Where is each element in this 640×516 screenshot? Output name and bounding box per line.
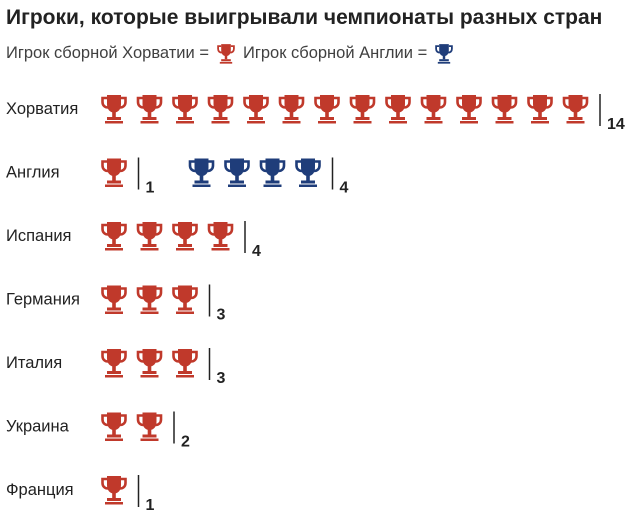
england-trophy-icon: [188, 158, 215, 187]
croatia-trophy-icon: [136, 222, 163, 251]
croatia-trophy-icon: [562, 95, 589, 124]
croatia-trophy-icon: [172, 222, 198, 251]
croatia-trophy-icon: [101, 95, 127, 124]
country-label: Германия: [6, 291, 80, 309]
croatia-trophy-icon: [349, 95, 376, 124]
croatia-trophy-icon: [136, 285, 163, 314]
country-label: Испания: [6, 227, 71, 245]
croatia-trophy-icon: [101, 222, 127, 251]
country-label: Хорватия: [6, 100, 78, 118]
croatia-trophy-icon: [101, 476, 127, 505]
trophy-icon: [435, 44, 454, 64]
croatia-total-label: 3: [217, 307, 226, 324]
country-label: Франция: [6, 481, 74, 499]
croatia-trophy-icon: [172, 349, 198, 378]
croatia-trophy-icon: [136, 95, 163, 124]
croatia-trophy-icon: [101, 285, 127, 314]
croatia-trophy-icon: [101, 158, 127, 187]
croatia-trophy-icon: [527, 95, 553, 124]
croatia-trophy-icon: [101, 412, 127, 441]
croatia-total-label: 4: [252, 243, 261, 260]
croatia-trophy-icon: [385, 95, 411, 124]
croatia-trophy-icon: [136, 412, 163, 441]
croatia-trophy-icon: [314, 95, 340, 124]
croatia-total-label: 1: [146, 180, 155, 197]
country-label: Украина: [6, 418, 70, 436]
croatia-trophy-icon: [456, 95, 482, 124]
legend-england-label: Игрок сборной Англии =: [242, 44, 428, 62]
croatia-total-label: 1: [146, 497, 155, 514]
england-trophy-icon: [224, 158, 250, 187]
country-label: Италия: [6, 354, 62, 372]
trophy-icon: [217, 44, 235, 64]
croatia-total-label: 14: [607, 116, 625, 133]
croatia-trophy-icon: [172, 95, 198, 124]
legend-croatia-label: Игрок сборной Хорватии =: [6, 44, 209, 62]
croatia-trophy-icon: [136, 349, 163, 378]
england-total-label: 4: [340, 180, 349, 197]
page-title: Игроки, которые выигрывали чемпионаты ра…: [6, 6, 603, 29]
england-trophy-icon: [295, 158, 321, 187]
croatia-trophy-icon: [420, 95, 447, 124]
croatia-trophy-icon: [101, 349, 127, 378]
croatia-trophy-icon: [207, 95, 234, 124]
croatia-trophy-icon: [243, 95, 269, 124]
england-trophy-icon: [259, 158, 286, 187]
croatia-trophy-icon: [207, 222, 234, 251]
croatia-total-label: 3: [217, 370, 226, 387]
country-label: Англия: [6, 164, 60, 182]
croatia-trophy-icon: [491, 95, 518, 124]
croatia-total-label: 2: [181, 434, 190, 451]
croatia-trophy-icon: [172, 285, 198, 314]
legend: Игрок сборной Хорватии = Игрок сборной А…: [6, 40, 461, 66]
croatia-trophy-icon: [278, 95, 305, 124]
